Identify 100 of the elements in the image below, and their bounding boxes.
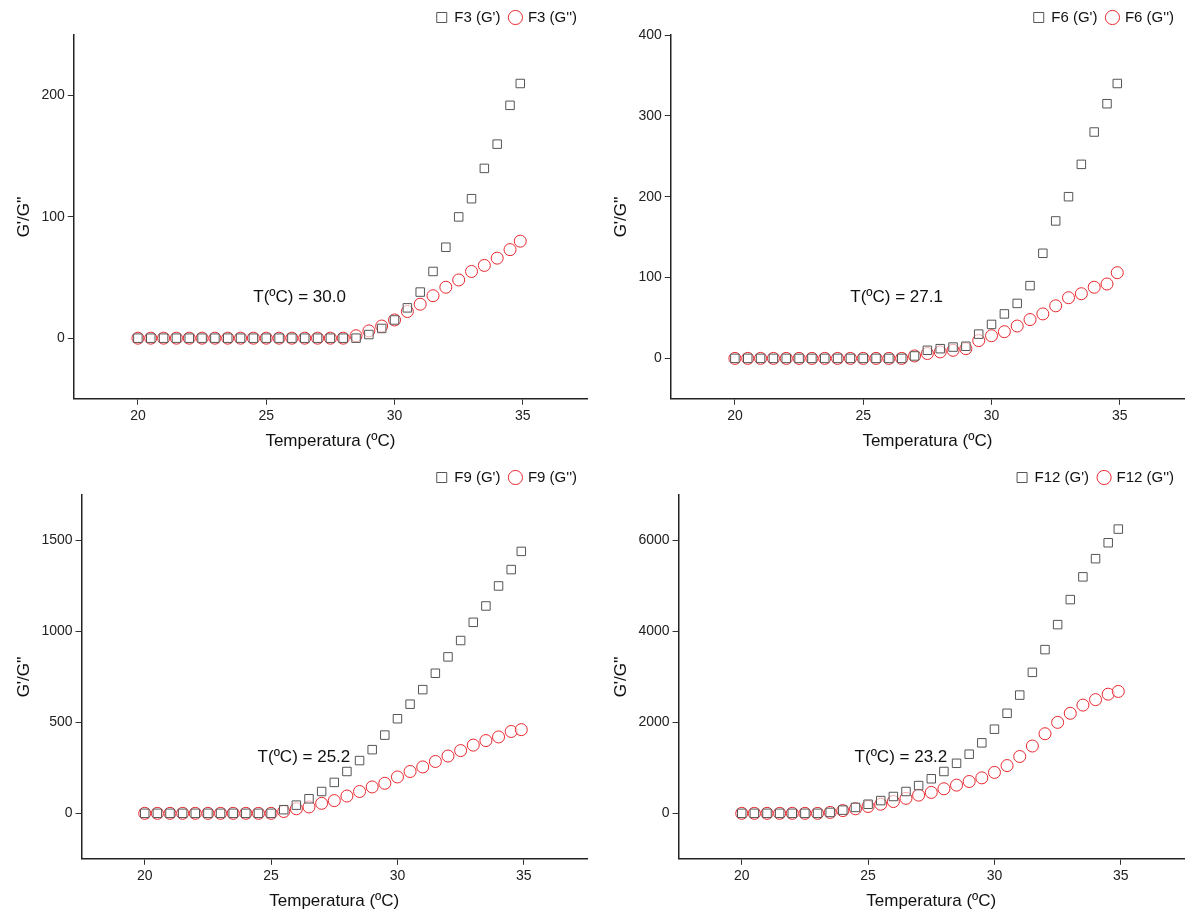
point [327,794,341,808]
point [1065,594,1076,605]
point [477,258,491,272]
x-tick-label: 25 [258,407,275,424]
point [493,581,504,591]
point [888,791,899,802]
point [1087,280,1101,294]
y-tick-label: 1000 [41,622,73,639]
point [426,289,440,303]
point [430,668,441,679]
point [380,730,390,740]
point [1050,216,1061,226]
point [342,766,352,777]
y-tick-label: 400 [638,25,662,42]
point [413,297,427,311]
point [503,243,517,257]
point [1027,667,1038,678]
point [492,139,502,149]
y-tick-label: 1500 [41,531,73,548]
point [1076,698,1090,712]
legend-label: F3 (G') [454,7,501,25]
point [416,760,430,774]
point [951,758,962,769]
point [1013,749,1027,763]
point [922,345,933,356]
y-axis-title: G'/G'' [13,656,33,698]
x-tick-label: 35 [1113,867,1129,884]
point [901,786,911,797]
point [1012,298,1022,309]
y-tick-label: 0 [56,329,65,346]
x-tick-label: 30 [986,867,1003,884]
legend-label: F9 (G'') [527,467,577,485]
point [1049,299,1063,313]
point [466,193,477,204]
point [417,684,428,695]
point [1025,739,1039,753]
point [453,212,464,222]
x-tick-label: 30 [983,407,1000,424]
x-tick-label: 30 [389,867,406,884]
point [1000,759,1014,773]
point [354,755,365,766]
point [985,329,999,343]
point [452,273,466,287]
point [441,242,451,252]
point [441,749,455,763]
annotation: T(ºC) = 23.2 [854,746,948,766]
point [939,766,949,777]
y-tick-label: 100 [41,207,65,224]
point [1023,313,1037,327]
x-tick-label: 20 [727,407,743,424]
point [378,776,392,790]
x-tick-label: 25 [860,867,877,884]
point [304,794,314,804]
point [1040,644,1050,655]
point [975,771,989,785]
point [403,764,417,778]
point [987,765,1001,779]
legend-label: F12 (G') [1034,467,1090,485]
point [1038,727,1052,741]
point [505,100,515,111]
point [428,754,442,768]
point [964,749,974,759]
point [415,287,425,297]
point [1089,693,1103,707]
point [402,303,413,313]
y-tick-label: 500 [49,713,73,730]
point [506,564,516,575]
point [516,546,527,557]
point [1052,619,1063,630]
point [315,796,329,810]
annotation: T(ºC) = 30.0 [253,286,346,306]
legend-label: F6 (G') [1051,7,1098,25]
point [316,786,327,797]
point [935,343,945,354]
point [455,635,466,646]
point [1063,191,1074,202]
point [353,785,367,798]
point [1112,78,1123,89]
y-tick-label: 200 [41,86,65,103]
point [514,723,528,737]
point [479,734,493,748]
point [1036,307,1050,321]
point [989,724,1000,734]
point [515,78,526,89]
point [1051,715,1065,729]
x-tick-label: 25 [855,407,872,424]
y-tick-label: 2000 [638,713,670,730]
y-tick-label: 4000 [638,622,670,639]
point [1101,687,1115,701]
point [365,780,379,794]
point [950,778,964,792]
point [376,323,387,334]
point [986,319,997,330]
x-tick-label: 30 [386,407,403,424]
annotation: T(ºC) = 25.2 [257,746,351,766]
point [428,266,438,277]
point [937,782,951,796]
point [405,699,415,709]
point [1100,277,1114,291]
point [875,795,886,806]
